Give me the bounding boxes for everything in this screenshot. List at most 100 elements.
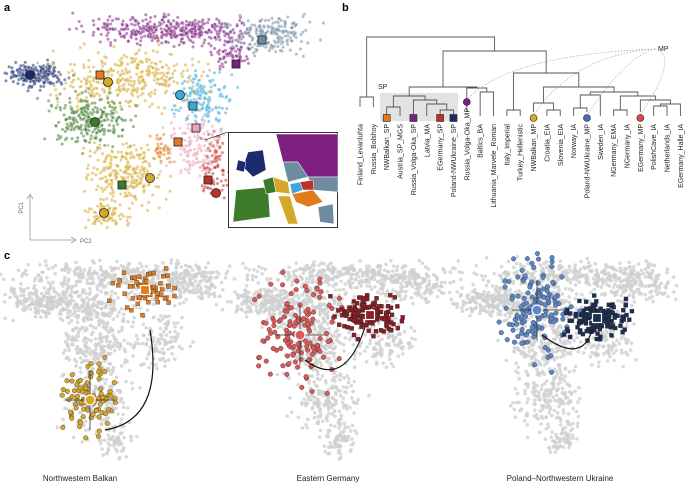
data-point [213, 22, 217, 26]
data-point [117, 85, 121, 89]
background-point [180, 347, 184, 351]
data-point [108, 22, 113, 26]
data-point [194, 98, 198, 102]
data-point [167, 83, 172, 87]
background-point [381, 274, 385, 279]
data-point [106, 69, 110, 73]
background-point [145, 356, 149, 361]
group-mean-marker [231, 59, 241, 69]
data-point [170, 136, 174, 140]
data-point [199, 149, 204, 153]
data-point [129, 92, 134, 96]
background-point [93, 347, 98, 352]
background-point [55, 425, 60, 430]
background-point [39, 291, 44, 296]
data-point [110, 198, 114, 202]
data-point [108, 86, 112, 90]
data-point [41, 67, 45, 71]
background-point [396, 332, 400, 337]
data-point [144, 51, 148, 55]
background-point [306, 297, 311, 302]
sample-point [98, 386, 104, 392]
leaf-label: Slovenia_EIA [558, 124, 565, 166]
data-point [62, 87, 67, 91]
background-point [74, 364, 78, 368]
data-point [202, 21, 207, 26]
data-point [136, 78, 141, 82]
data-point [183, 167, 188, 171]
europe-map-inset [228, 132, 338, 228]
background-point [62, 278, 67, 283]
background-point [131, 304, 136, 308]
background-point [300, 277, 304, 282]
data-point [147, 69, 151, 73]
data-point [220, 150, 225, 155]
data-point [301, 54, 305, 58]
data-point [131, 185, 136, 190]
background-point [278, 310, 282, 314]
data-point [150, 102, 154, 106]
background-point [381, 361, 385, 366]
background-point [257, 288, 262, 293]
background-point [272, 286, 277, 290]
background-point [76, 334, 81, 338]
background-point [100, 278, 105, 282]
sample-point [78, 377, 84, 383]
background-point [26, 304, 31, 308]
background-point [326, 351, 331, 355]
background-point [304, 362, 308, 367]
background-point [43, 259, 48, 264]
data-point [42, 81, 46, 85]
background-point [142, 272, 147, 277]
data-point [216, 87, 221, 92]
data-point [85, 132, 89, 136]
background-point [63, 275, 67, 280]
background-point [84, 340, 89, 345]
map-region [272, 176, 291, 195]
data-point [110, 73, 114, 77]
data-point [89, 94, 93, 98]
data-point [173, 30, 177, 35]
data-point [135, 90, 139, 95]
data-point [133, 18, 137, 22]
background-point [235, 304, 240, 309]
background-point [95, 302, 100, 307]
data-point [191, 153, 196, 157]
background-point [99, 289, 103, 294]
data-point [205, 186, 210, 190]
data-point [103, 187, 107, 191]
background-point [455, 290, 460, 294]
background-point [66, 311, 70, 316]
data-point [155, 151, 160, 156]
data-point [102, 88, 107, 93]
background-point [435, 294, 440, 299]
background-point [213, 294, 217, 299]
background-point [129, 434, 133, 439]
background-point [80, 290, 85, 295]
data-point [130, 175, 134, 179]
background-point [178, 301, 182, 306]
data-point [277, 24, 281, 28]
data-point [63, 129, 67, 134]
data-point [206, 161, 210, 166]
leaf-label: NWBalkan_SP [384, 124, 391, 171]
background-point [138, 385, 142, 390]
data-point [92, 166, 96, 170]
data-point [137, 21, 141, 25]
background-point [305, 263, 310, 268]
data-point [175, 62, 179, 66]
background-point [103, 284, 108, 289]
background-point [89, 306, 94, 310]
background-point [33, 314, 38, 319]
background-point [158, 350, 162, 354]
data-point [7, 65, 11, 69]
background-point [399, 281, 403, 286]
data-point [102, 204, 106, 209]
background-point [391, 339, 396, 343]
data-point [51, 49, 56, 53]
background-point [82, 300, 86, 304]
data-point [196, 78, 201, 83]
background-point [9, 286, 14, 291]
sample-point [122, 291, 127, 296]
data-point [72, 62, 77, 67]
